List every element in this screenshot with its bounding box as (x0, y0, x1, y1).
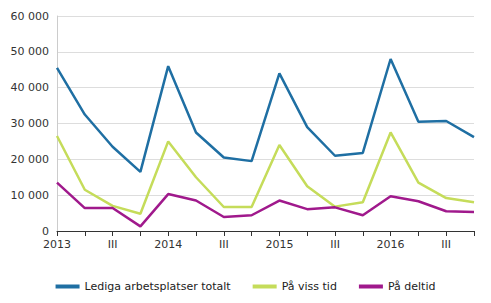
svg-text:III: III (108, 238, 118, 251)
svg-text:20 000: 20 000 (11, 153, 50, 166)
svg-text:III: III (330, 238, 340, 251)
svg-text:0: 0 (42, 225, 49, 238)
svg-text:2014: 2014 (154, 238, 182, 251)
svg-text:III: III (441, 238, 451, 251)
svg-text:10 000: 10 000 (11, 189, 50, 202)
svg-text:30 000: 30 000 (11, 117, 50, 130)
svg-text:2016: 2016 (377, 238, 405, 251)
svg-text:Lediga arbetsplatser totalt: Lediga arbetsplatser totalt (85, 280, 232, 293)
svg-text:På deltid: På deltid (388, 280, 436, 293)
svg-text:III: III (219, 238, 229, 251)
svg-text:På viss tid: På viss tid (282, 280, 337, 293)
svg-text:2015: 2015 (265, 238, 293, 251)
svg-text:2013: 2013 (43, 238, 71, 251)
svg-text:40 000: 40 000 (11, 81, 50, 94)
svg-text:50 000: 50 000 (11, 45, 50, 58)
svg-text:60 000: 60 000 (11, 10, 50, 23)
